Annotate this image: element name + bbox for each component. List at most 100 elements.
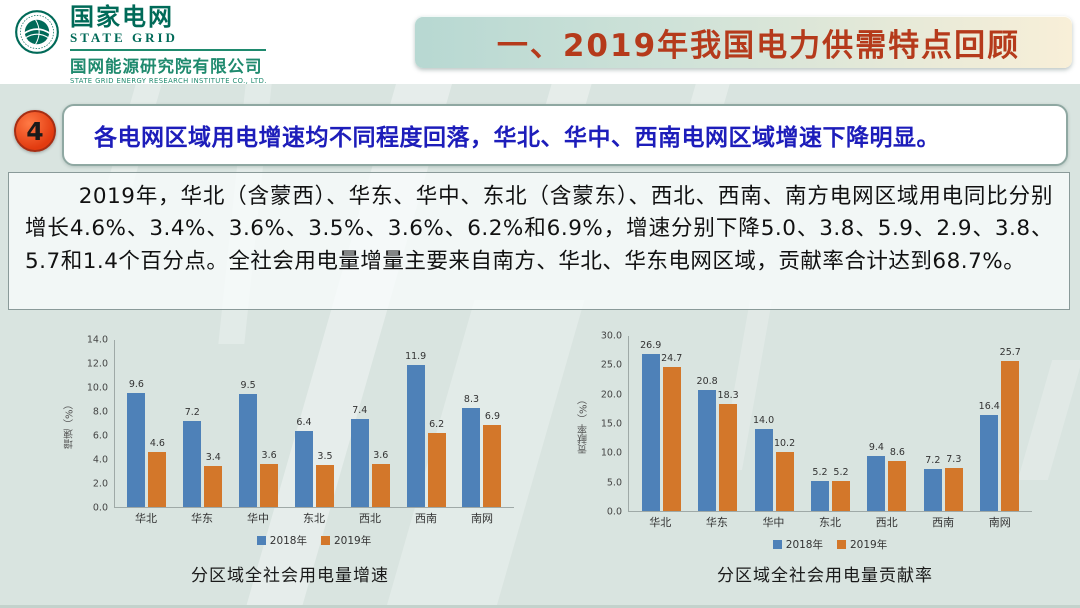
- org-name-en: STATE GRID: [70, 30, 178, 46]
- bar-value-label: 3.6: [373, 450, 389, 462]
- bar-value-label: 3.4: [205, 452, 221, 464]
- bar-value-label: 10.2: [773, 437, 796, 449]
- y-tick-label: 15.0: [600, 418, 622, 430]
- y-tick-label: 8.0: [92, 406, 108, 418]
- bar-group: 14.0 10.2: [753, 336, 795, 511]
- bar-value-label: 7.4: [352, 404, 368, 416]
- y-tick-label: 0.0: [92, 502, 108, 514]
- bar-group: 16.4 25.7: [979, 336, 1021, 511]
- y-tick-label: 4.0: [92, 454, 108, 466]
- chart-legend: 2018年 2019年: [628, 532, 1032, 556]
- y-tick-label: 30.0: [600, 330, 622, 342]
- bar-2019年: 6.2: [427, 419, 446, 507]
- bar-value-label: 26.9: [640, 340, 662, 352]
- bar-group: 5.2 5.2: [810, 336, 850, 511]
- body-paragraph: 2019年，华北（含蒙西）、华东、华中、东北（含蒙东）、西北、西南、南方电网区域…: [25, 184, 1053, 274]
- bar-2018年: 9.6: [127, 379, 146, 507]
- x-category-label: 西南: [415, 512, 437, 525]
- bar-value-label: 5.2: [833, 466, 849, 478]
- x-category-label: 华东: [191, 512, 213, 525]
- y-tick-label: 0.0: [606, 506, 622, 518]
- bar-value-label: 25.7: [999, 347, 1021, 359]
- y-tick-label: 25.0: [600, 359, 622, 371]
- bar-2018年: 7.4: [350, 405, 369, 507]
- bar-2019年: 3.5: [315, 451, 334, 507]
- y-tick-label: 5.0: [606, 477, 622, 489]
- institute-name-en: STATE GRID ENERGY RESEARCH INSTITUTE CO.…: [70, 77, 267, 86]
- x-category-label: 西南: [932, 516, 955, 529]
- bar-group: 26.9 24.7: [640, 336, 682, 511]
- page-title: 一、2019年我国电力供需特点回顾: [496, 27, 1021, 64]
- bar-2018年: 26.9: [640, 340, 661, 511]
- bar-value-label: 6.2: [429, 419, 445, 431]
- bar-2019年: 8.6: [888, 447, 907, 511]
- bar-2019年: 3.6: [371, 450, 390, 507]
- y-tick-label: 14.0: [86, 334, 108, 346]
- section-number-badge: 4: [14, 110, 56, 152]
- bar-group: 9.5 3.6: [239, 340, 279, 507]
- bar-group: 20.8 18.3: [696, 336, 739, 511]
- bar-group: 9.6 4.6: [127, 340, 167, 507]
- bar-value-label: 18.3: [717, 390, 739, 402]
- state-grid-logo: 国家电网 STATE GRID 国网能源研究院有限公司 STATE GRID E…: [14, 3, 267, 86]
- bar-2019年: 18.3: [718, 390, 739, 511]
- plot-area: 26.9 24.7 20.8 18.3 14.0 10.2 5.2 5.2 9.4 8.6 7.2 7…: [628, 336, 1032, 512]
- x-category-label: 西北: [359, 512, 381, 525]
- bar-value-label: 5.2: [812, 466, 828, 478]
- bar-value-label: 3.6: [261, 450, 277, 462]
- x-axis-labels: 华北 华东 华中 东北 西北 西南 南网: [114, 508, 514, 528]
- bar-group: 8.3 6.9: [462, 340, 502, 507]
- bar-2019年: 3.6: [260, 450, 279, 507]
- bar-value-label: 7.3: [946, 454, 962, 466]
- logo-divider: [70, 49, 266, 52]
- bar-group: 9.4 8.6: [867, 336, 907, 511]
- bar-2019年: 7.3: [944, 454, 963, 511]
- bar-2019年: 3.4: [204, 452, 223, 507]
- bar-value-label: 7.2: [925, 455, 941, 466]
- bar-value-label: 16.4: [978, 401, 1000, 413]
- legend-swatch: [256, 535, 266, 545]
- legend-item: 2019年: [321, 533, 371, 548]
- legend-item: 2018年: [256, 533, 307, 548]
- x-category-label: 南网: [471, 512, 493, 525]
- bar-2019年: 10.2: [774, 438, 795, 511]
- legend-swatch: [772, 539, 782, 549]
- institute-name-cn: 国网能源研究院有限公司: [70, 57, 263, 77]
- bar-2019年: 4.6: [148, 438, 167, 507]
- plot-area: 9.6 4.6 7.2 3.4 9.5 3.6 6.4 3.5 7.4 3.6 11.9 6.2 8.3…: [114, 340, 514, 508]
- bar-value-label: 6.4: [296, 416, 312, 428]
- y-axis: 0.0 2.0 4.0 6.0 8.0 10.0 12.0 14.0: [78, 335, 114, 514]
- section-headline-box: 各电网区域用电增速均不同程度回落，华北、华中、西南电网区域增速下降明显。: [62, 104, 1068, 166]
- bar-2018年: 5.2: [810, 467, 829, 511]
- bar-2019年: 25.7: [1000, 347, 1021, 511]
- bar-value-label: 7.2: [184, 407, 200, 419]
- legend-item: 2019年: [837, 537, 887, 552]
- bar-value-label: 6.9: [484, 410, 501, 422]
- bar-value-label: 11.9: [405, 351, 427, 363]
- bar-group: 11.9 6.2: [405, 340, 446, 507]
- y-axis-label: 贡献率（%）: [578, 394, 590, 454]
- x-category-label: 华东: [705, 516, 728, 529]
- x-category-label: 东北: [303, 512, 325, 525]
- bar-2018年: 11.9: [405, 351, 426, 507]
- bar-2018年: 6.4: [294, 417, 313, 507]
- chart-legend: 2018年 2019年: [114, 528, 514, 552]
- bar-group: 7.2 3.4: [183, 340, 223, 507]
- bar-2018年: 16.4: [979, 401, 1000, 511]
- logo-text-block: 国家电网 STATE GRID 国网能源研究院有限公司 STATE GRID E…: [70, 3, 267, 86]
- bar-value-label: 14.0: [752, 415, 775, 427]
- title-bar: 一、2019年我国电力供需特点回顾: [415, 16, 1072, 68]
- bar-value-label: 20.8: [696, 375, 718, 387]
- org-name-cn: 国家电网: [70, 3, 174, 31]
- bar-2018年: 8.3: [462, 394, 481, 507]
- bar-value-label: 24.7: [661, 352, 683, 364]
- bar-2018年: 7.2: [183, 407, 202, 507]
- bar-group: 6.4 3.5: [294, 340, 334, 507]
- x-category-label: 西北: [875, 516, 898, 529]
- bar-value-label: 9.6: [128, 378, 144, 390]
- bar-2018年: 14.0: [753, 415, 774, 511]
- bar-group: 7.2 7.3: [923, 336, 963, 511]
- x-category-label: 南网: [988, 516, 1011, 529]
- chart-caption-growth: 分区域全社会用电量增速: [191, 566, 389, 586]
- bar-2019年: 24.7: [661, 353, 682, 511]
